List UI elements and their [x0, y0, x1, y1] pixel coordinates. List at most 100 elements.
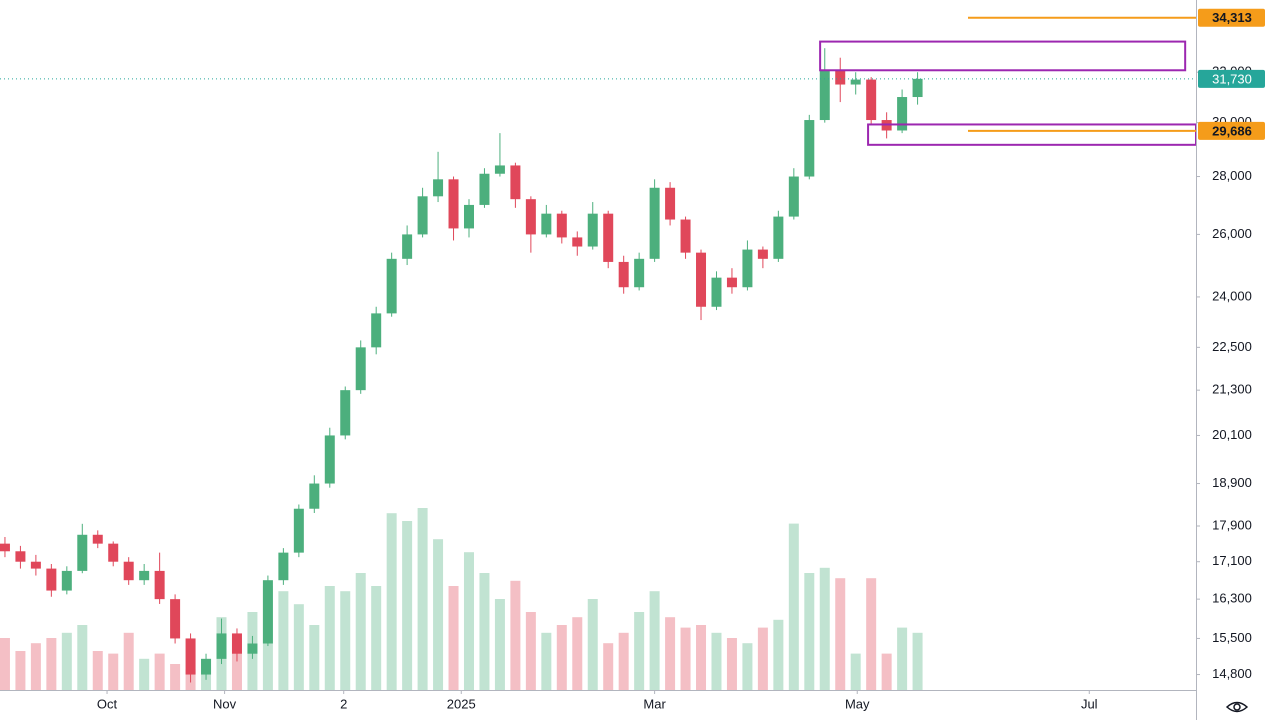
candle-body	[742, 249, 753, 288]
candle-body	[603, 213, 614, 262]
candle-body	[711, 277, 722, 307]
volume-bar	[572, 617, 583, 690]
candle-body	[773, 216, 784, 259]
candle-body	[463, 204, 474, 229]
y-tick-label: 26,000	[1212, 226, 1252, 241]
volume-bar	[340, 591, 351, 690]
candle-body	[340, 390, 351, 436]
candle-body	[634, 258, 645, 288]
volume-bar	[804, 573, 815, 690]
volume-bar	[835, 578, 846, 690]
candle-body	[293, 508, 304, 553]
candle-body	[680, 219, 691, 253]
candle-body	[665, 187, 676, 220]
axes: 14,800 15,500 16,300 17,100 17,900 18,900 20,1…	[97, 8, 1265, 711]
volume-bar	[587, 599, 598, 690]
volume-bar	[757, 627, 768, 690]
volume-bar	[773, 619, 784, 690]
y-tick-label: 20,100	[1212, 427, 1252, 442]
candle-body	[696, 252, 707, 307]
y-tick-label: 17,900	[1212, 517, 1252, 532]
candle-body	[15, 551, 26, 562]
candle-body	[417, 196, 428, 235]
volume-bar	[618, 632, 629, 690]
candle-body	[835, 69, 846, 85]
volume-bar	[324, 586, 335, 690]
candle-body	[433, 179, 444, 197]
y-tick-label: 16,300	[1212, 591, 1252, 606]
candle-body	[355, 347, 366, 391]
candle-body	[618, 261, 629, 288]
x-tick-label: 2025	[447, 696, 476, 711]
volume-pane	[0, 508, 923, 690]
candle-body	[247, 643, 258, 654]
candle-body	[402, 234, 413, 259]
volume-bar	[92, 651, 103, 690]
volume-bar	[433, 539, 444, 690]
candle-body	[912, 78, 923, 98]
volume-bar	[139, 658, 150, 690]
level-tag-label: 34,313	[1212, 10, 1252, 25]
candle-body	[386, 258, 397, 314]
volume-bar	[61, 632, 72, 690]
volume-bar	[881, 653, 892, 690]
volume-bar	[463, 552, 474, 690]
volume-bar	[30, 643, 41, 690]
volume-bar	[912, 632, 923, 690]
volume-bar	[649, 591, 660, 690]
volume-bar	[231, 638, 242, 690]
candle-body	[525, 199, 536, 235]
candle-body	[371, 313, 382, 348]
last-price-label: 31,730	[1212, 71, 1252, 86]
y-tick-label: 15,500	[1212, 630, 1252, 645]
eye-outline	[1225, 701, 1249, 713]
candle-body	[46, 568, 57, 591]
candle-body	[309, 483, 320, 509]
volume-bar	[665, 617, 676, 690]
candle-body	[649, 187, 660, 259]
volume-bar	[897, 627, 908, 690]
y-tick-label: 17,100	[1212, 553, 1252, 568]
candle-body	[448, 179, 459, 229]
volume-bar	[819, 567, 830, 690]
x-tick-label: Oct	[97, 696, 118, 711]
volume-bar	[711, 632, 722, 690]
candle-body	[510, 165, 521, 200]
candle-body	[850, 79, 861, 85]
y-tick-label: 28,000	[1212, 168, 1252, 183]
eye-button[interactable]	[1225, 701, 1249, 713]
volume-bar	[494, 599, 505, 690]
price-zone	[819, 40, 1187, 72]
volume-bar	[850, 653, 861, 690]
volume-bar	[866, 578, 877, 690]
volume-bar	[123, 632, 134, 690]
candle-body	[556, 213, 567, 238]
candle-body	[479, 173, 490, 205]
candle-body	[201, 658, 212, 675]
volume-bar	[541, 632, 552, 690]
volume-bar	[742, 643, 753, 690]
volume-bar	[355, 573, 366, 690]
candle-body	[61, 570, 72, 591]
x-tick-label: Jul	[1081, 696, 1098, 711]
volume-bar	[0, 638, 10, 690]
volume-bar	[603, 643, 614, 690]
candle-body	[231, 633, 242, 654]
volume-bar	[293, 604, 304, 690]
volume-bar	[278, 591, 289, 690]
volume-bar	[479, 573, 490, 690]
candle-body	[757, 249, 768, 259]
candle-body	[278, 552, 289, 581]
candle-body	[324, 435, 335, 484]
candle-body	[572, 237, 583, 247]
candle-body	[216, 633, 227, 659]
eye-pupil	[1233, 703, 1241, 711]
volume-bar	[386, 513, 397, 690]
volume-bar	[696, 625, 707, 690]
volume-bar	[510, 580, 521, 690]
volume-bar	[309, 625, 320, 690]
volume-bar	[77, 625, 88, 690]
x-tick-label: Nov	[213, 696, 237, 711]
